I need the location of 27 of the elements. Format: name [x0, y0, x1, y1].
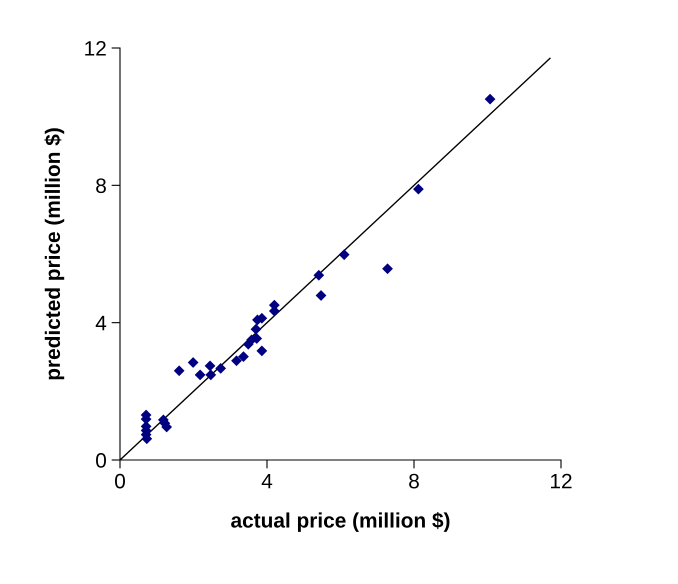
point: [250, 324, 262, 335]
point: [174, 365, 185, 376]
point: [484, 94, 496, 105]
point: [338, 249, 350, 260]
y-tick-label: 8: [96, 178, 106, 194]
point: [382, 263, 393, 274]
x-axis-title: actual price (million $): [231, 512, 450, 532]
y-tick-label: 4: [96, 316, 106, 330]
point: [205, 369, 216, 380]
point: [413, 184, 424, 194]
point: [194, 369, 206, 380]
x-tick-label: 8: [409, 474, 419, 488]
y-tick-label: 0: [96, 453, 106, 468]
x-tick-label: 4: [262, 474, 272, 488]
x-tick-label: 12: [551, 474, 572, 488]
y-axis-title: predicted price (million $): [44, 128, 64, 380]
point: [215, 362, 226, 374]
point: [238, 351, 249, 362]
point: [313, 270, 324, 281]
point: [231, 355, 242, 366]
point: [316, 290, 326, 301]
point: [256, 345, 268, 356]
point: [188, 357, 199, 368]
y-tick-label: 12: [85, 41, 106, 56]
point: [204, 360, 216, 372]
x-tick-label: 0: [115, 474, 125, 488]
point: [242, 338, 254, 350]
